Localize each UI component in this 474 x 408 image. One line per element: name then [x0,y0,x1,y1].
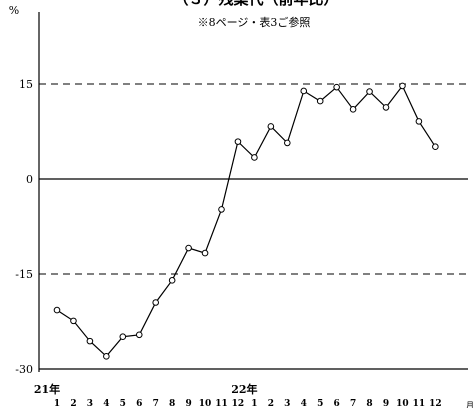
year-label: 21年 [34,382,60,396]
data-point [185,244,192,252]
x-axis-unit-label: 月 [466,401,474,408]
series-line-group [56,84,436,358]
x-tick-label: 2 [70,399,76,408]
data-point [135,331,143,339]
y-axis-unit-label: % [9,4,19,17]
data-point [70,317,77,325]
year-label: 22年 [231,382,257,396]
x-tick-label: 6 [136,399,142,408]
x-tick-label: 9 [383,399,389,408]
y-tick-label: 15 [19,78,33,91]
x-tick-label: 8 [169,399,175,408]
y-tick-label: -30 [15,363,33,376]
year-labels: 21年 22年 [34,382,258,396]
chart-subtitle: ※8ページ・表3ご参照 [198,15,311,29]
x-tick-label: 11 [215,399,228,408]
data-point [316,97,324,105]
data-point [382,104,390,111]
data-point [267,123,275,130]
x-tick-label: 6 [334,399,340,408]
gridlines [39,83,468,370]
data-point [119,333,127,341]
x-tick-label: 1 [54,399,60,408]
x-tick-label: 2 [268,399,274,408]
x-tick-label: 10 [199,399,212,408]
chart-title: （３）残業代（前年比） [173,0,338,8]
x-tick-label: 7 [350,399,356,408]
x-tick-label: 9 [185,399,191,408]
data-point [201,249,209,257]
data-point [399,82,406,90]
data-point [432,143,439,150]
data-point [53,306,61,314]
x-tick-label: 11 [413,399,426,408]
x-tick-label: 1 [251,399,257,408]
data-points [53,82,439,360]
data-point [103,353,110,360]
x-tick-label: 3 [87,399,93,408]
data-point [86,337,94,345]
x-tick-label: 7 [153,399,159,408]
data-point [366,88,373,95]
data-point [415,118,423,125]
data-point [251,154,258,161]
x-tick-label: 5 [120,399,126,408]
y-tick-labels: 15 0 -15 -30 [15,78,33,376]
x-tick-label: 3 [284,399,290,408]
data-point [218,206,225,213]
x-tick-label: 12 [232,399,245,408]
x-tick-label: 8 [366,399,372,408]
data-point [152,299,159,306]
x-tick-label: 5 [317,399,323,408]
data-point [168,277,176,284]
data-point [333,83,340,91]
data-point [300,87,308,95]
series-line [56,84,436,358]
y-tick-label: 0 [26,173,33,186]
data-point [234,138,242,145]
data-point [349,106,357,113]
x-tick-label: 10 [396,399,409,408]
x-tick-label: 4 [301,399,307,408]
x-tick-label: 4 [103,399,109,408]
x-tick-labels: 1 2 3 4 5 6 7 8 9 10 11 12 1 2 3 4 5 6 7 8 9 10 11 12 [54,399,442,408]
x-tick-label: 12 [429,399,442,408]
y-tick-label: -15 [15,268,33,281]
data-point [284,139,291,147]
